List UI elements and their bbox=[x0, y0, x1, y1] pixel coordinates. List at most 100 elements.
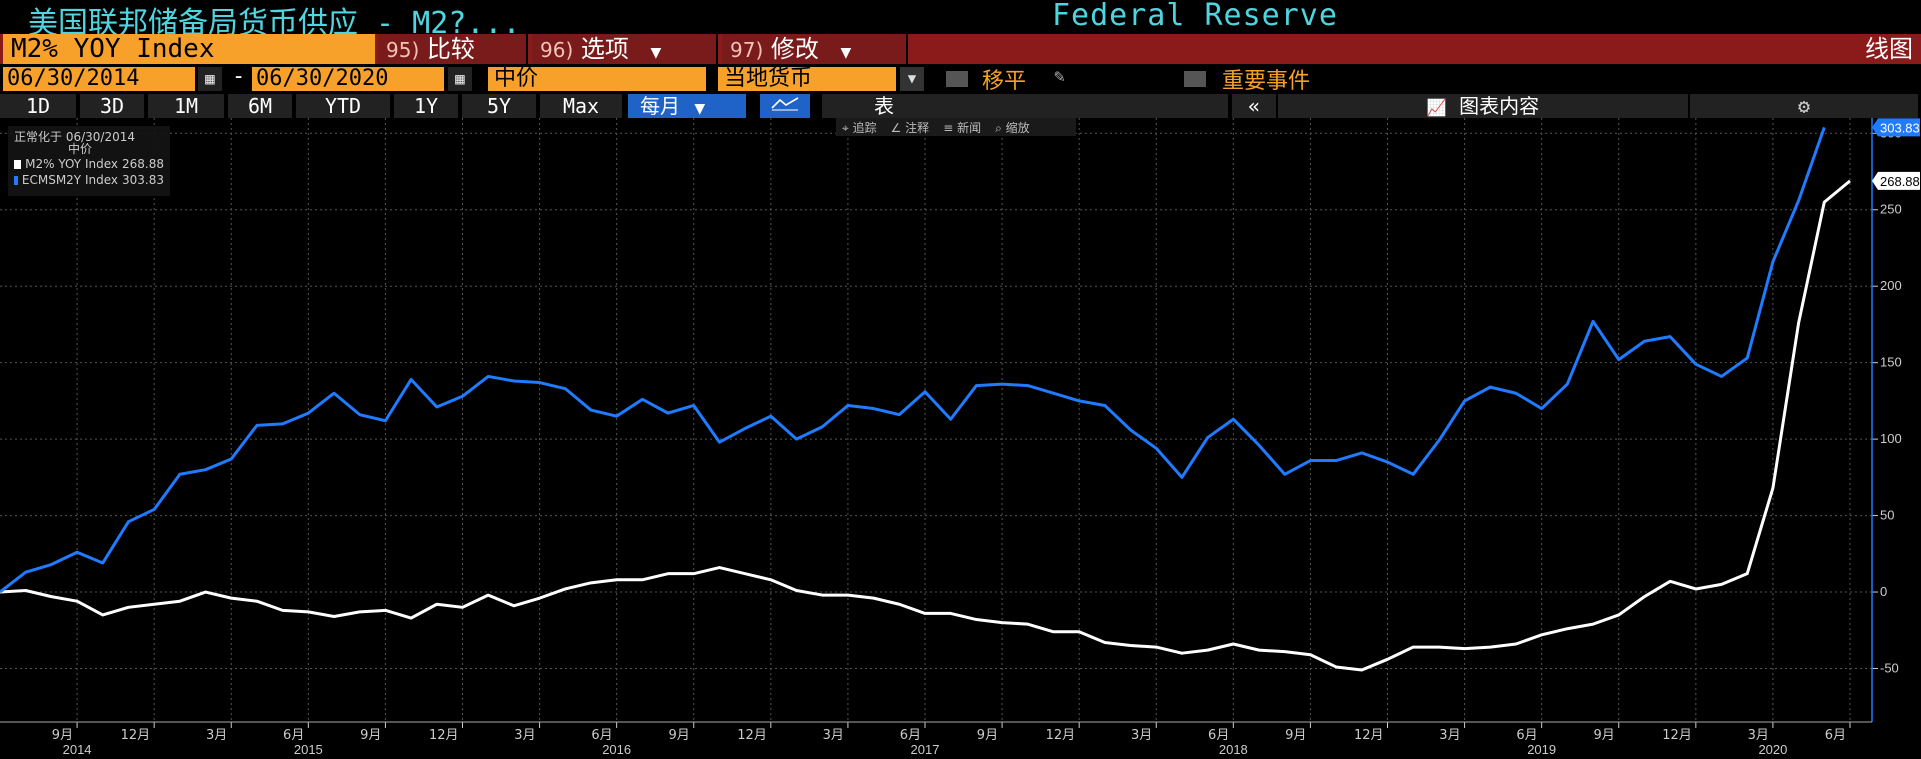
range-1d[interactable]: 1D bbox=[0, 94, 78, 118]
last-value-label: 303.83 bbox=[1880, 120, 1920, 135]
x-tick-label: 6月 bbox=[591, 728, 612, 743]
range-6m[interactable]: 6M bbox=[228, 94, 294, 118]
chevron-down-icon: ▼ bbox=[694, 101, 706, 117]
year-label: 2015 bbox=[294, 742, 323, 757]
x-tick-label: 6月 bbox=[283, 728, 304, 743]
track-tool[interactable]: ⌖ 追踪 bbox=[842, 120, 877, 135]
track-label: 追踪 bbox=[852, 120, 877, 135]
y-tick-label: 200 bbox=[1880, 278, 1902, 293]
x-tick-label: 3月 bbox=[823, 728, 844, 743]
table-button[interactable]: 表 bbox=[822, 94, 1228, 118]
news-tool[interactable]: ≡ 新闻 bbox=[943, 120, 982, 135]
options-button[interactable]: 96) 选项 ▼ bbox=[532, 34, 718, 64]
x-tick-label: 9月 bbox=[360, 728, 381, 743]
double-chevron-left-icon[interactable]: « bbox=[1232, 94, 1276, 118]
compare-label: 比较 bbox=[426, 35, 475, 63]
legend-item[interactable]: ECMSM2Y Index 303.83 bbox=[14, 172, 164, 188]
gear-icon[interactable]: ⚙ bbox=[1690, 94, 1918, 118]
start-date-input[interactable]: 06/30/2014 bbox=[3, 67, 195, 91]
annotate-label: 注释 bbox=[905, 120, 930, 135]
legend-item[interactable]: M2% YOY Index 268.88 bbox=[14, 156, 164, 172]
year-label: 2019 bbox=[1527, 742, 1556, 757]
line-chart-icon[interactable] bbox=[760, 94, 810, 118]
range-3d[interactable]: 3D bbox=[80, 94, 146, 118]
options-label: 选项 bbox=[580, 35, 629, 63]
x-tick-label: 9月 bbox=[977, 728, 998, 743]
legend-item-value: 303.83 bbox=[122, 173, 164, 187]
calendar-icon[interactable]: ▦ bbox=[448, 67, 472, 91]
legend-header: 正常化于 06/30/2014 bbox=[14, 129, 135, 144]
title-bar bbox=[0, 0, 1921, 32]
moving-average-checkbox[interactable] bbox=[946, 71, 968, 87]
last-value-tag bbox=[1872, 171, 1920, 190]
options-number: 96) bbox=[540, 38, 574, 62]
x-tick-label: 12月 bbox=[1046, 728, 1076, 743]
modify-number: 97) bbox=[730, 38, 764, 62]
view-type-label[interactable]: 线图 bbox=[1865, 35, 1913, 63]
legend-item-value: 268.88 bbox=[122, 157, 164, 171]
x-tick-label: 12月 bbox=[737, 728, 767, 743]
year-label: 2017 bbox=[911, 742, 940, 757]
legend-swatch bbox=[14, 175, 18, 185]
date-separator: - bbox=[232, 64, 246, 89]
range-1y[interactable]: 1Y bbox=[394, 94, 460, 118]
source-name: Federal Reserve bbox=[1052, 0, 1338, 33]
annotate-tool[interactable]: ∠ 注释 bbox=[890, 120, 930, 135]
calendar-icon[interactable]: ▦ bbox=[198, 67, 222, 91]
range-ytd[interactable]: YTD bbox=[296, 94, 392, 118]
legend-subheader: 中价 bbox=[68, 141, 93, 156]
x-tick-label: 3月 bbox=[1131, 728, 1152, 743]
range-max[interactable]: Max bbox=[540, 94, 624, 118]
x-tick-label: 12月 bbox=[121, 728, 151, 743]
line-chart[interactable]: -500501001502002503009月12月3月6月9月12月3月6月9… bbox=[0, 118, 1921, 759]
y-tick-label: 250 bbox=[1880, 202, 1902, 217]
x-tick-label: 3月 bbox=[1748, 728, 1769, 743]
x-tick-label: 6月 bbox=[1825, 728, 1846, 743]
pencil-icon[interactable]: ✎ bbox=[1054, 66, 1065, 87]
y-tick-label: -50 bbox=[1880, 660, 1899, 675]
ticker-input[interactable]: M2% YOY Index bbox=[3, 34, 375, 64]
range-5y[interactable]: 5Y bbox=[462, 94, 538, 118]
annotation-toolbar: ⌖ 追踪 ∠ 注释 ≡ 新闻 ⌕ 缩放 bbox=[836, 118, 1076, 136]
range-1m[interactable]: 1M bbox=[148, 94, 226, 118]
chart-content-button[interactable]: 📈 图表内容 bbox=[1278, 94, 1688, 118]
compare-button[interactable]: 95) 比较 bbox=[378, 34, 528, 64]
modify-label: 修改 bbox=[770, 35, 819, 63]
zoom-tool[interactable]: ⌕ 缩放 bbox=[995, 120, 1030, 135]
frequency-select[interactable]: 每月 ▼ bbox=[628, 94, 746, 118]
news-label: 新闻 bbox=[957, 120, 982, 135]
x-tick-label: 6月 bbox=[900, 728, 921, 743]
zoom-label: 缩放 bbox=[1005, 120, 1030, 135]
year-label: 2020 bbox=[1758, 742, 1787, 757]
end-date-input[interactable]: 06/30/2020 bbox=[252, 67, 444, 91]
x-tick-label: 3月 bbox=[1439, 728, 1460, 743]
chart-icon: 📈 bbox=[1426, 98, 1447, 117]
x-tick-label: 6月 bbox=[1516, 728, 1537, 743]
modify-button[interactable]: 97) 修改 ▼ bbox=[722, 34, 908, 64]
price-type-select[interactable]: 中价 bbox=[488, 67, 706, 91]
chevron-down-icon: ▼ bbox=[840, 45, 852, 61]
events-checkbox[interactable] bbox=[1184, 71, 1206, 87]
chevron-down-icon[interactable]: ▼ bbox=[900, 67, 924, 91]
events-label: 重要事件 bbox=[1222, 69, 1311, 94]
x-tick-label: 12月 bbox=[429, 728, 459, 743]
legend-item-label: ECMSM2Y Index bbox=[21, 173, 118, 187]
x-tick-label: 3月 bbox=[514, 728, 535, 743]
year-label: 2014 bbox=[63, 742, 92, 757]
legend-swatch bbox=[14, 159, 22, 169]
chart-legend: 正常化于 06/30/2014 中价 M2% YOY Index 268.88 … bbox=[8, 126, 170, 196]
x-tick-label: 12月 bbox=[1354, 728, 1384, 743]
frequency-label: 每月 bbox=[640, 94, 680, 118]
y-tick-label: 100 bbox=[1880, 431, 1902, 446]
x-tick-label: 12月 bbox=[1662, 728, 1692, 743]
moving-average-label: 移平 bbox=[982, 69, 1027, 94]
x-tick-label: 9月 bbox=[52, 728, 73, 743]
chevron-down-icon: ▼ bbox=[650, 45, 662, 61]
x-tick-label: 3月 bbox=[206, 728, 227, 743]
x-tick-label: 6月 bbox=[1208, 728, 1229, 743]
x-tick-label: 9月 bbox=[668, 728, 689, 743]
last-value-tag bbox=[1872, 118, 1920, 137]
y-tick-label: 150 bbox=[1880, 355, 1902, 370]
currency-select[interactable]: 当地货币 bbox=[718, 67, 896, 91]
year-label: 2018 bbox=[1219, 742, 1248, 757]
